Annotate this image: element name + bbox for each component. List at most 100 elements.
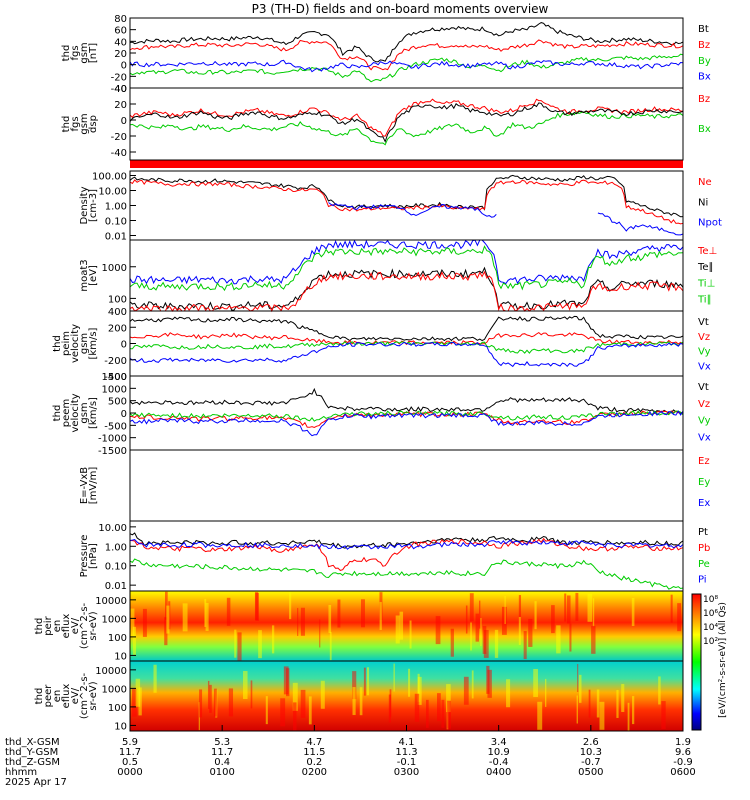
y-tick-label: 1500 <box>102 372 127 383</box>
y-tick-label: -1000 <box>98 434 127 445</box>
x-row-value: 11.7 <box>211 747 233 758</box>
legend-vz: Vz <box>698 399 710 410</box>
spectrogram-streak <box>670 594 673 623</box>
x-row-value: 5.9 <box>122 737 138 748</box>
spectrogram-streak <box>518 616 521 645</box>
spectrogram-streak <box>446 684 451 713</box>
spectrogram-image <box>130 591 683 661</box>
y-tick-label: -500 <box>104 421 127 432</box>
x-row-value: -0.4 <box>489 757 509 768</box>
y-tick-label: -400 <box>104 372 127 383</box>
colorbar: 10⁸ 10⁶ 10⁴ 10² [eV/(cm²-s-sr-eV)] (All Qs) <box>691 593 728 731</box>
spectrogram-streak <box>465 605 468 634</box>
series-line-ni <box>129 174 684 218</box>
spectrogram-streak <box>395 615 400 644</box>
spectrogram-streak <box>576 695 578 724</box>
spectrogram-streak <box>409 620 412 649</box>
series-line-vz <box>129 331 684 346</box>
spectrogram-streak <box>199 689 203 718</box>
legend-bz: Bz <box>698 94 710 105</box>
spectrogram-streak <box>360 599 365 628</box>
spectrogram-streak <box>204 598 207 627</box>
spectrogram-streak <box>446 700 451 729</box>
spectrogram-streak <box>494 629 499 658</box>
spectrogram-streak <box>300 689 306 718</box>
series-line-pt <box>129 532 684 549</box>
spectrogram-streak <box>271 625 275 654</box>
y-tick-label: 10.00 <box>98 187 127 198</box>
spectrogram-streak <box>564 593 567 622</box>
series-line-npot <box>328 202 684 236</box>
spectrogram-streak <box>579 674 582 703</box>
y-tick-label: 1000 <box>102 614 127 625</box>
date-label: 2025 Apr 17 <box>5 777 67 788</box>
x-row-value: 11.7 <box>119 747 141 758</box>
legend-ey: Ey <box>698 477 710 488</box>
spectrogram-streak <box>523 631 527 660</box>
spectrogram-streak <box>591 625 596 654</box>
panel-9: 10000 1000 100 10 thdpeirenefluxeV/(cm^2-s-s… <box>34 590 684 662</box>
spectrogram-streak <box>627 702 630 731</box>
spectrogram-streak <box>182 603 188 632</box>
spectrogram-streak <box>366 667 370 696</box>
colorbar-label: [eV/(cm²-s-sr-eV)] (All Qs) <box>718 602 728 718</box>
series-line-teperp <box>129 270 684 313</box>
y-tick-label: 0 <box>121 340 127 351</box>
panel-ylabel: Density <box>79 186 90 224</box>
spectrogram-streak <box>352 687 356 716</box>
legend-pt: Pt <box>698 527 708 538</box>
spectrogram-streak <box>501 606 507 635</box>
x-row-label: thd_X-GSM <box>5 737 60 748</box>
spectrogram-streak <box>506 679 511 708</box>
panel-ylabel: velocity <box>70 324 81 363</box>
series-line-vt <box>129 315 684 342</box>
spectrogram-streak <box>621 683 625 712</box>
legend-vt: Vt <box>698 382 709 393</box>
spectrogram-streak <box>243 671 248 700</box>
panel-ylabel: [nPa] <box>88 543 99 569</box>
colorbar-tick: 10⁶ <box>703 609 718 619</box>
panel-ylabel: gsm <box>79 333 90 354</box>
spectrogram-streak <box>205 602 209 631</box>
spectrogram-streak <box>631 598 635 627</box>
spectrogram-streak <box>393 663 395 692</box>
y-tick-label: -1500 <box>98 446 127 457</box>
x-row-value: 0300 <box>394 767 419 778</box>
legend-pe: Pe <box>698 559 710 570</box>
y-tick-label: 0.01 <box>105 231 127 242</box>
spectrogram-image <box>130 661 683 731</box>
x-row-value: -0.7 <box>581 757 601 768</box>
spectrogram-streak <box>254 592 259 621</box>
spectrogram-streak <box>577 663 579 692</box>
x-row-value: 0.4 <box>214 757 230 768</box>
x-row-value: 1.9 <box>675 737 691 748</box>
x-row-value: 0100 <box>209 767 234 778</box>
spectrogram-streak <box>470 622 472 651</box>
x-row-value: 10.9 <box>488 747 510 758</box>
series-line-te <box>129 266 684 311</box>
spectrogram-streak <box>250 680 253 709</box>
panel-ylabel: eV/ <box>70 687 81 704</box>
panel-ylabel: [eV] <box>88 265 99 286</box>
legend-vy: Vy <box>698 416 711 427</box>
spectrogram-streak <box>237 632 242 661</box>
x-row-value: 5.3 <box>214 737 230 748</box>
spectrogram-streak <box>426 699 429 728</box>
spectrogram-streak <box>518 595 522 624</box>
legend-pb: Pb <box>698 543 710 554</box>
panel-frame <box>129 87 684 161</box>
panel-ylabel: thd <box>34 688 45 705</box>
spectrogram-streak <box>164 617 168 646</box>
spectrogram-streak <box>487 669 492 698</box>
y-tick-label: 0 <box>121 61 127 72</box>
series-line-ne <box>129 179 684 225</box>
spectrogram-streak <box>677 603 682 632</box>
y-tick-label: 200 <box>108 323 127 334</box>
spectrogram-streak <box>658 676 661 705</box>
spectrogram-streak <box>504 595 506 624</box>
y-tick-label: 80 <box>114 14 127 25</box>
x-row-value: 11.3 <box>395 747 417 758</box>
spectrogram-streak <box>545 678 547 707</box>
series-line-bt <box>129 22 684 63</box>
spectrogram-streak <box>632 696 635 725</box>
